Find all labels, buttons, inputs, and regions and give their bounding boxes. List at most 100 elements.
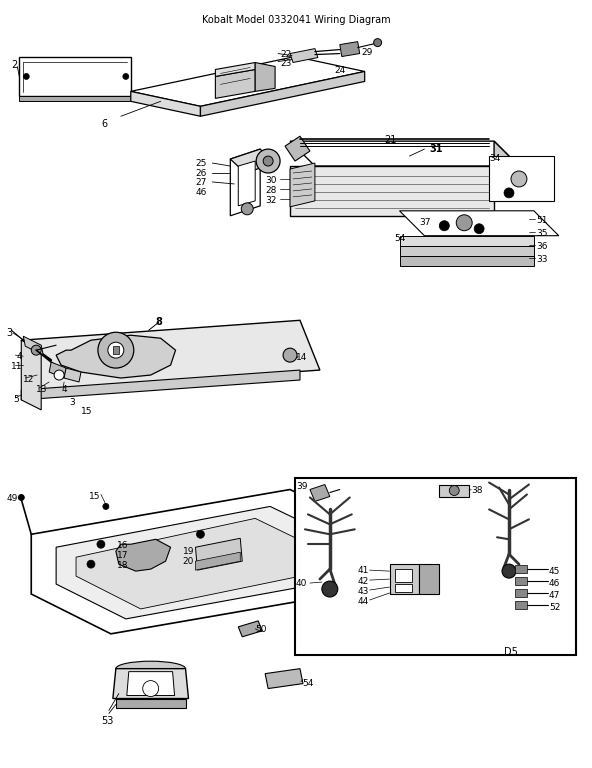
Text: 25: 25 (195, 159, 207, 168)
Polygon shape (265, 669, 303, 689)
Text: 19: 19 (182, 548, 194, 556)
Text: Kobalt Model 0332041 Wiring Diagram: Kobalt Model 0332041 Wiring Diagram (202, 15, 390, 25)
Text: 8: 8 (156, 317, 163, 327)
Polygon shape (113, 346, 119, 354)
Circle shape (449, 485, 459, 495)
Polygon shape (215, 69, 255, 98)
Polygon shape (76, 518, 325, 609)
Text: 33: 33 (536, 255, 548, 263)
Polygon shape (290, 163, 315, 207)
Polygon shape (238, 621, 262, 637)
Polygon shape (255, 62, 275, 91)
Text: 53: 53 (101, 717, 113, 727)
Polygon shape (489, 156, 554, 201)
Circle shape (256, 149, 280, 173)
Text: 13: 13 (36, 385, 48, 394)
Polygon shape (31, 489, 369, 634)
Circle shape (97, 540, 105, 548)
Polygon shape (21, 320, 320, 390)
Polygon shape (201, 71, 365, 116)
Text: 44: 44 (358, 597, 369, 606)
Polygon shape (113, 669, 188, 699)
Polygon shape (290, 141, 519, 166)
Text: 21: 21 (385, 135, 397, 145)
Polygon shape (195, 552, 240, 570)
Text: 3: 3 (7, 328, 12, 338)
Text: 15: 15 (81, 407, 92, 416)
Polygon shape (400, 256, 534, 266)
Circle shape (456, 215, 472, 230)
Polygon shape (215, 62, 255, 77)
Polygon shape (494, 141, 519, 191)
Polygon shape (390, 564, 419, 594)
Text: 6: 6 (101, 119, 107, 129)
Ellipse shape (116, 661, 185, 676)
Text: 37: 37 (419, 218, 431, 227)
Text: D5: D5 (504, 647, 518, 657)
Polygon shape (290, 48, 318, 62)
Polygon shape (56, 335, 176, 378)
Circle shape (263, 156, 273, 166)
Polygon shape (21, 340, 41, 410)
Text: 14: 14 (296, 353, 307, 362)
Circle shape (242, 203, 253, 215)
Circle shape (108, 343, 124, 358)
Polygon shape (340, 41, 360, 57)
Text: 23: 23 (280, 58, 291, 68)
Polygon shape (295, 478, 575, 655)
Circle shape (54, 370, 64, 380)
Text: 51: 51 (536, 216, 548, 225)
Text: 12: 12 (23, 375, 35, 384)
Text: 26: 26 (195, 169, 207, 178)
Text: 54: 54 (302, 679, 313, 687)
Text: 47: 47 (549, 591, 560, 600)
Text: 16: 16 (117, 541, 128, 550)
Text: 42: 42 (358, 577, 369, 586)
Circle shape (87, 560, 95, 568)
Circle shape (283, 348, 297, 362)
Polygon shape (515, 589, 527, 597)
Polygon shape (515, 577, 527, 585)
Circle shape (374, 38, 382, 47)
Text: 15: 15 (89, 492, 101, 502)
Polygon shape (230, 149, 260, 216)
Polygon shape (439, 485, 469, 498)
Circle shape (502, 564, 516, 578)
Text: 41: 41 (358, 566, 369, 575)
Circle shape (123, 74, 129, 79)
Polygon shape (56, 506, 345, 619)
Polygon shape (285, 136, 310, 161)
Circle shape (31, 345, 41, 355)
Text: 29: 29 (362, 48, 373, 57)
Circle shape (474, 223, 484, 233)
Polygon shape (400, 211, 559, 236)
Polygon shape (238, 161, 255, 206)
Circle shape (143, 680, 159, 697)
Polygon shape (290, 166, 494, 216)
Circle shape (322, 581, 338, 597)
Circle shape (296, 543, 304, 551)
Text: 31: 31 (429, 144, 443, 154)
Text: 46: 46 (549, 579, 560, 588)
Text: 2: 2 (11, 60, 18, 70)
Text: 27: 27 (195, 178, 207, 187)
Polygon shape (394, 569, 413, 582)
Circle shape (103, 504, 109, 509)
Circle shape (504, 188, 514, 198)
Text: 52: 52 (549, 603, 560, 612)
Text: 49: 49 (7, 495, 18, 504)
Circle shape (18, 495, 24, 501)
Text: 54: 54 (394, 233, 406, 243)
Polygon shape (131, 91, 201, 116)
Polygon shape (64, 368, 81, 382)
Text: 24: 24 (335, 65, 346, 74)
Polygon shape (23, 336, 43, 355)
Text: 4: 4 (17, 353, 22, 361)
Text: 18: 18 (117, 561, 128, 570)
Polygon shape (127, 672, 175, 696)
Text: 11: 11 (11, 362, 23, 371)
Polygon shape (20, 57, 131, 96)
Text: 22: 22 (280, 50, 291, 58)
Text: 28: 28 (265, 186, 276, 195)
Text: 3: 3 (69, 398, 75, 407)
